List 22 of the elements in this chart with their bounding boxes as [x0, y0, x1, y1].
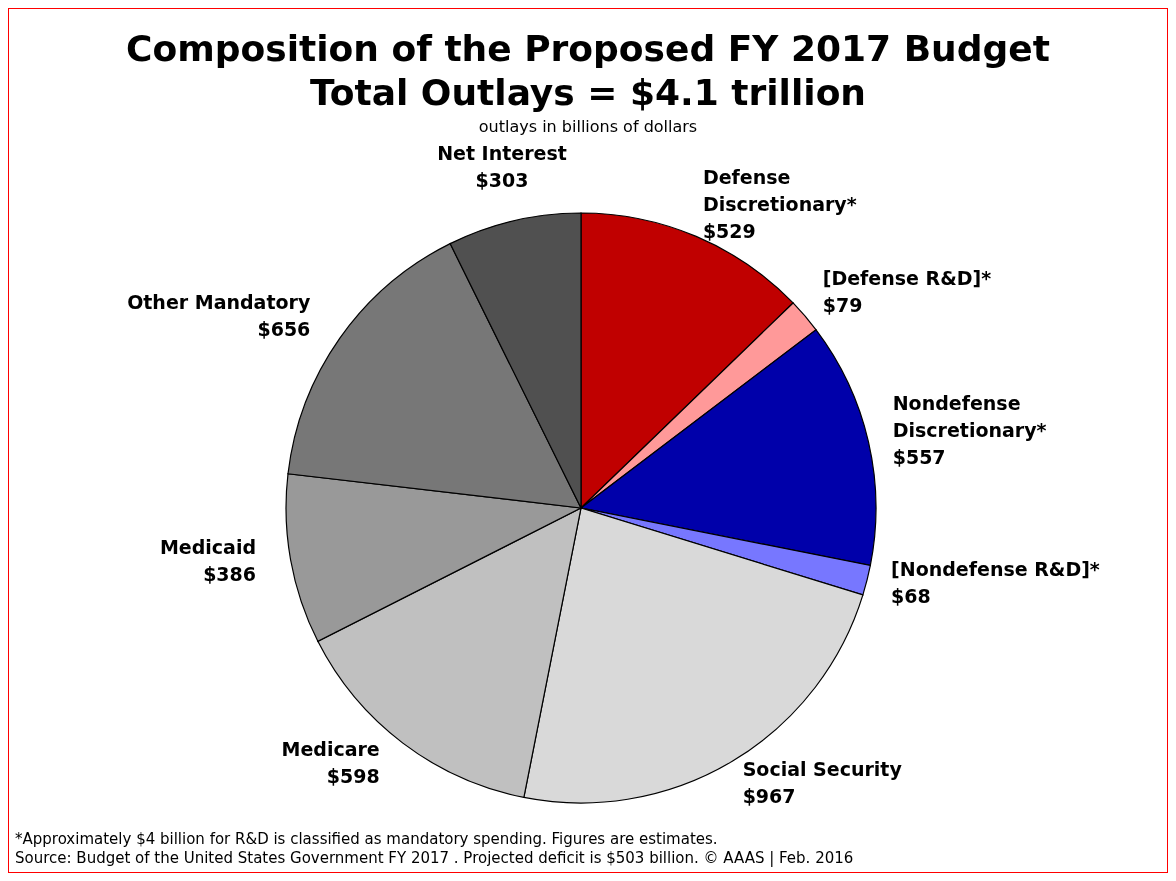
data-label: $303: [475, 169, 529, 192]
slice-label: Medicare: [281, 737, 380, 760]
data-label: $529: [702, 219, 756, 242]
slice-label: Social Security: [742, 757, 903, 780]
chart-subtitle: outlays in billions of dollars: [477, 117, 699, 136]
slice-label: Nondefense Discretionary*: [892, 392, 1047, 442]
data-label: $68: [891, 585, 931, 608]
data-label: $967: [742, 784, 796, 807]
data-label: $656: [257, 318, 311, 341]
slice-label: Defense Discretionary*: [702, 165, 857, 215]
slice-label: Net Interest: [437, 142, 567, 165]
chart-title: Composition of the Proposed FY 2017 Budget Total Outlays = $4.1 trillion: [125, 27, 1051, 115]
data-label: $557: [892, 446, 946, 469]
slice-label: Medicaid: [159, 535, 257, 558]
data-label: $79: [822, 293, 863, 316]
slice-label: Other Mandatory: [127, 291, 311, 314]
source-note: Source: Budget of the United States Government FY 2017 . Projected deficit is $503 billion. © AAAS | Feb. 2016: [15, 849, 854, 868]
data-label: $598: [326, 764, 380, 787]
data-label: $386: [203, 562, 257, 585]
slice-label: [Defense R&D]*: [822, 266, 992, 289]
slice-label: [Nondefense R&D]*: [891, 558, 1100, 581]
text: *Approximately $4 billion for R&D is classified as mandatory spending. Figures are estimates.: [15, 830, 719, 849]
